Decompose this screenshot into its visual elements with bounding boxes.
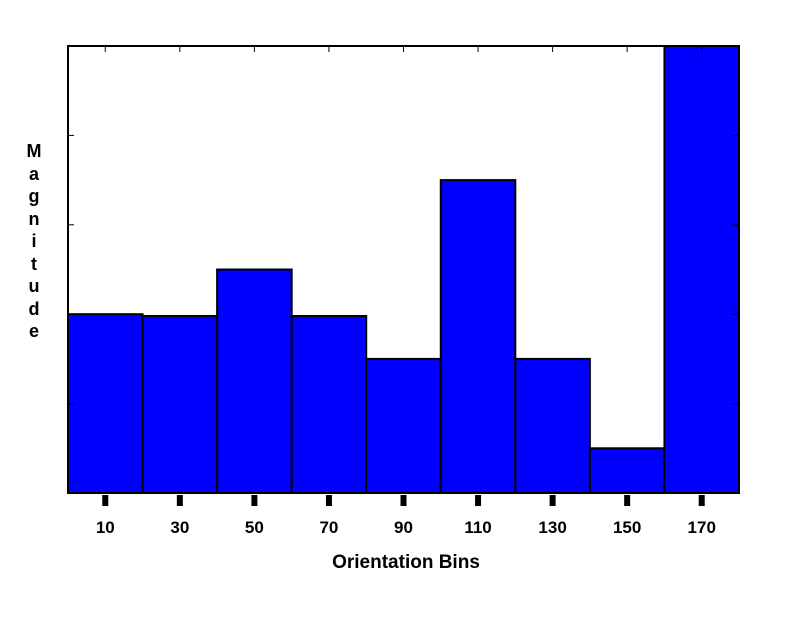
bars-layer [67, 45, 741, 495]
x-tick-label-50: 50 [245, 518, 264, 537]
x-axis-label: Orientation Bins [332, 552, 480, 573]
x-tick-mark [549, 495, 556, 506]
x-tick-mark [475, 495, 482, 506]
bar-50 [216, 268, 293, 494]
x-tick-mark [624, 495, 631, 506]
bar-150 [588, 447, 666, 494]
x-tick-label-90: 90 [394, 518, 413, 537]
bar-170 [663, 45, 741, 494]
ticks-layer [68, 46, 739, 506]
x-tick-label-30: 30 [170, 518, 189, 537]
bar-90 [365, 357, 442, 494]
bar-110 [439, 179, 517, 494]
x-tick-mark [325, 495, 332, 506]
x-tick-label-130: 130 [538, 518, 566, 537]
bar-70 [290, 314, 368, 494]
x-tick-label-70: 70 [319, 518, 338, 537]
bar-30 [141, 314, 219, 494]
x-tick-mark [698, 495, 705, 506]
x-tick-labels: 10 30 50 70 90 110 130 150 170 [96, 518, 716, 537]
x-tick-mark [251, 495, 258, 506]
x-tick-label-110: 110 [464, 518, 491, 537]
x-tick-mark [176, 495, 183, 506]
x-tick-label-10: 10 [96, 518, 115, 537]
x-tick-mark [400, 495, 407, 506]
bar-130 [514, 357, 591, 494]
bar-10 [67, 313, 144, 495]
x-tick-label-170: 170 [688, 518, 716, 537]
x-tick-mark [102, 495, 109, 506]
x-tick-label-150: 150 [613, 518, 641, 537]
